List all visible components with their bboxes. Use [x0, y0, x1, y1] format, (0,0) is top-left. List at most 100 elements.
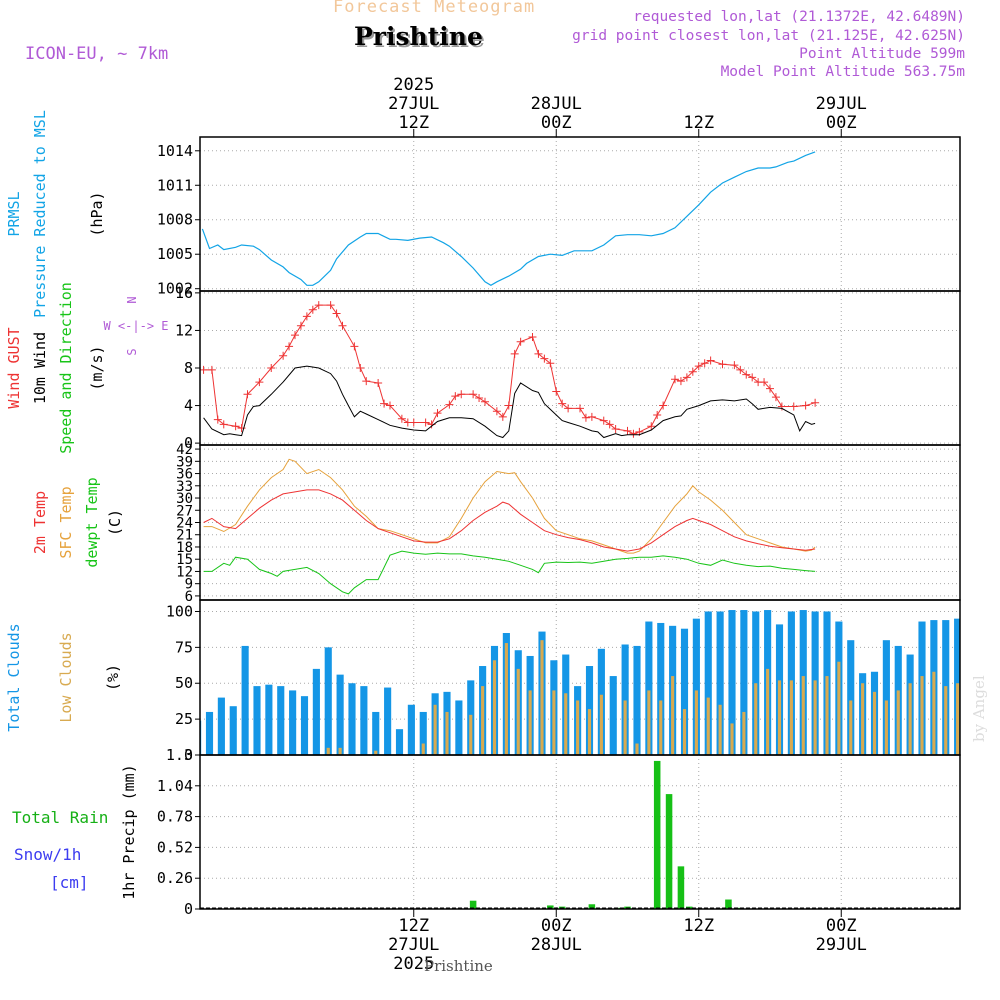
total-cloud-bar: [716, 611, 724, 755]
wind-gust-marker: [777, 402, 786, 411]
pressure-ytick-label: 1008: [157, 211, 193, 229]
top-time-label: 12Z: [683, 113, 714, 133]
bottom-time-label: 00Z: [826, 916, 857, 936]
total-cloud-bar: [348, 683, 356, 755]
low-cloud-bar: [528, 690, 532, 755]
wind-series-0: [203, 304, 816, 435]
total-cloud-bar: [277, 686, 285, 755]
pressure-axis-label: Pressure Reduced to MSL: [31, 110, 49, 318]
low-cloud-bar: [326, 747, 330, 755]
low-cloud-bar: [766, 668, 770, 755]
temp-ytick-label: 39: [176, 454, 193, 470]
total-cloud-bar: [407, 704, 415, 755]
wind-gust-marker: [587, 412, 596, 421]
wind-gust-marker: [760, 378, 769, 387]
low-cloud-bar: [754, 683, 758, 755]
low-cloud-bar: [872, 691, 877, 755]
footer-location: Prishtine: [424, 957, 493, 975]
precip-bar: [677, 866, 685, 909]
precip-ytick-label: 0.26: [157, 869, 193, 887]
low-cloud-bar: [504, 643, 508, 755]
temp-axis-label: (C): [106, 509, 124, 536]
total-cloud-bar: [704, 611, 712, 755]
wind-gust-marker: [445, 400, 454, 409]
total-cloud-bar: [265, 684, 273, 755]
wind-gust-marker: [647, 422, 656, 431]
wind-axis-label: (m/s): [88, 345, 106, 390]
low-cloud-bar: [789, 680, 793, 755]
location-title: Prishtine: [354, 22, 483, 51]
wind-gust-marker: [296, 321, 305, 330]
wind-gust-marker: [629, 429, 638, 438]
wind-gust-marker: [504, 401, 513, 410]
total-cloud-bar: [300, 696, 309, 755]
wind-gust-marker: [350, 342, 359, 351]
low-cloud-bar: [421, 743, 425, 755]
wind-gust-marker: [267, 364, 276, 372]
low-cloud-bar: [445, 711, 449, 755]
precip-bar: [725, 899, 732, 909]
top-time-label: 28JUL: [531, 94, 582, 114]
snow-unit-legend: [cm]: [50, 873, 89, 892]
pressure-series-0: [201, 151, 816, 286]
clouds-ytick-label: 75: [175, 638, 193, 656]
precip-bar: [588, 904, 596, 909]
wind-gust-marker: [748, 373, 757, 382]
requested-coords: requested lon,lat (21.1372E, 42.6489N): [633, 9, 965, 25]
bottom-time-label: 27JUL: [388, 935, 439, 955]
bottom-time-label: 29JUL: [816, 935, 867, 955]
wind-gust-marker: [564, 404, 573, 413]
low-cloud-bar: [813, 680, 817, 755]
temp-ytick-label: 6: [185, 589, 193, 605]
clouds-ytick-label: 100: [166, 602, 193, 620]
wind-gust-marker: [498, 412, 507, 421]
wind-ytick-label: 8: [184, 359, 193, 377]
wind-axis-label: Wind GUST: [5, 327, 23, 408]
temp-axis-label: SFC Temp: [57, 486, 75, 558]
low-cloud-bar: [861, 683, 865, 755]
low-cloud-bar: [849, 700, 853, 755]
wind-gust-marker: [475, 394, 484, 403]
precip-bar: [469, 900, 477, 909]
temp-series-2: [203, 550, 816, 595]
bottom-time-label: 00Z: [541, 916, 572, 936]
compass-south: S: [125, 348, 139, 355]
low-cloud-bar: [469, 714, 473, 755]
low-cloud-bar: [481, 686, 485, 755]
temp-ytick-label: 27: [176, 503, 193, 519]
wind-gust-marker: [279, 351, 288, 360]
wind-ytick-label: 4: [184, 397, 193, 415]
wind-gust-marker: [285, 342, 294, 351]
total-cloud-bar: [289, 690, 297, 755]
temp-ytick-label: 18: [176, 540, 193, 556]
wind-gust-marker: [789, 402, 798, 411]
top-time-label: 2025: [393, 75, 434, 95]
wind-gust-marker: [801, 401, 810, 410]
low-cloud-bar: [492, 660, 497, 755]
top-time-label: 29JUL: [816, 94, 867, 114]
precip-axis-label: 1hr Precip (mm): [120, 764, 138, 899]
pressure-ytick-label: 1002: [157, 280, 193, 298]
temp-ytick-label: 15: [176, 552, 193, 568]
wind-gust-marker: [540, 354, 549, 363]
top-time-label: 27JUL: [388, 94, 439, 114]
low-cloud-bar: [635, 743, 639, 755]
total-cloud-bar: [395, 729, 404, 755]
wind-gust-marker: [659, 401, 668, 410]
pressure-ytick-label: 1014: [157, 142, 193, 160]
low-cloud-bar: [706, 697, 710, 755]
wind-gust-marker: [742, 370, 751, 379]
wind-gust-marker: [706, 356, 715, 365]
wind-gust-marker: [516, 337, 525, 346]
precip-ytick-label: 0.52: [157, 838, 193, 856]
total-cloud-bar: [372, 711, 380, 755]
bottom-time-label: 28JUL: [531, 935, 582, 955]
grid-point-coords: grid point closest lon,lat (21.125E, 42.…: [572, 28, 965, 44]
compass-north: N: [125, 296, 139, 303]
clouds-axis-label: (%): [104, 664, 122, 691]
wind-gust-marker: [700, 359, 709, 368]
temp-ytick-label: 33: [176, 479, 193, 495]
total-cloud-bar: [419, 711, 427, 755]
precip-ytick-label: 1.04: [157, 777, 193, 795]
wind-ytick-label: 12: [175, 321, 193, 339]
